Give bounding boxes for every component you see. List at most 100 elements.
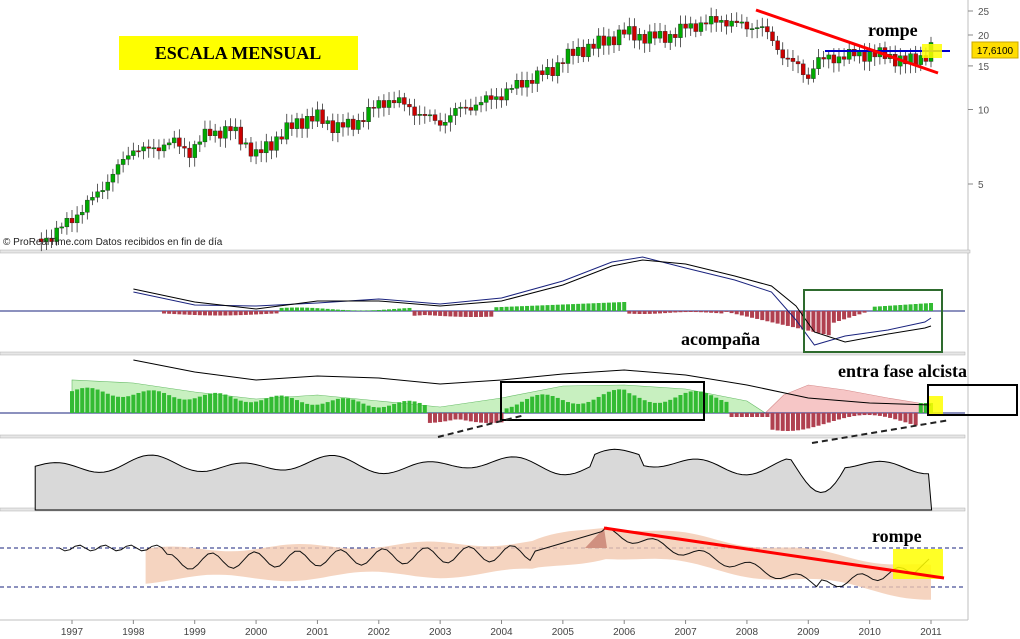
candle-body: [483, 95, 489, 103]
candle-body: [591, 43, 596, 49]
osc-bar: [289, 397, 294, 413]
osc-bar: [877, 413, 882, 416]
candle-body: [320, 109, 325, 124]
macd-bar: [826, 311, 831, 336]
macd-bar: [310, 307, 315, 311]
candle-body: [202, 128, 208, 143]
osc-bar: [433, 413, 438, 423]
macd-bar: [540, 305, 545, 311]
candle-body: [427, 114, 433, 117]
candle-body: [632, 26, 637, 41]
candle-body: [836, 56, 842, 64]
osc-bar: [330, 400, 335, 413]
osc-bar: [182, 399, 187, 413]
macd-bar: [673, 311, 678, 313]
candle-body: [862, 51, 867, 62]
osc-bar: [95, 389, 100, 413]
macd-bar: [407, 307, 412, 311]
osc-bar: [479, 413, 484, 423]
osc-histogram: [70, 387, 933, 431]
macd-bar: [770, 311, 775, 323]
osc-bar: [75, 389, 80, 413]
candle-body: [335, 122, 341, 134]
macd-bar: [847, 311, 852, 318]
osc-bar: [545, 394, 550, 413]
candle-body: [74, 214, 80, 224]
candle-body: [499, 96, 504, 101]
macd-bar: [565, 304, 570, 311]
macd-bar: [484, 311, 489, 317]
osc-bar: [898, 413, 903, 421]
osc-bar: [254, 401, 259, 413]
candle-body: [729, 20, 734, 27]
osc-bar: [381, 406, 386, 413]
macd-bar: [704, 311, 709, 313]
osc-bar: [80, 388, 85, 413]
candle-body: [545, 67, 550, 75]
osc-bar: [908, 413, 913, 424]
macd-bar: [882, 306, 887, 311]
osc-bar: [821, 413, 826, 425]
candle-body: [136, 150, 141, 153]
osc-bar: [238, 400, 243, 413]
osc-bar: [387, 405, 392, 413]
macd-bar: [315, 308, 320, 311]
macd-bar: [857, 311, 862, 315]
macd-bar: [182, 311, 187, 315]
candle-body: [69, 218, 75, 224]
osc-bar: [519, 401, 524, 413]
gray-indicator: [34, 448, 933, 511]
osc-bar: [719, 400, 724, 413]
macd-line: [133, 256, 932, 346]
candle-body: [509, 88, 514, 90]
osc-bar: [765, 413, 770, 417]
macd-bar: [504, 306, 509, 311]
candle-body: [448, 115, 453, 123]
candle-body: [688, 23, 693, 29]
osc-bar: [652, 402, 657, 413]
osc-bar: [724, 401, 729, 413]
candle-body: [795, 61, 801, 65]
candle-body: [177, 137, 182, 147]
candle-body: [519, 80, 525, 88]
candle-body: [647, 31, 652, 44]
macd-bar: [381, 309, 386, 311]
osc-bar: [555, 397, 560, 413]
candle-body: [596, 35, 601, 49]
macd-bar: [775, 311, 780, 324]
candle-body: [269, 141, 274, 151]
candle-body: [345, 118, 351, 128]
candle-body: [662, 31, 668, 43]
x-tick-label: 2007: [674, 627, 697, 638]
macd-bar: [427, 311, 432, 316]
macd-bar: [647, 311, 652, 314]
osc-bar: [346, 398, 351, 413]
x-tick-label: 2011: [920, 627, 942, 638]
osc-bar: [85, 387, 90, 413]
candle-body: [489, 95, 494, 100]
osc-bar: [632, 395, 637, 413]
candle-body: [524, 80, 530, 88]
candle-body: [218, 130, 223, 139]
candle-body: [330, 120, 335, 134]
macd-bar: [387, 309, 392, 311]
macd-bar: [187, 311, 192, 315]
osc-bar: [790, 413, 795, 431]
x-tick-label: 1998: [122, 627, 145, 638]
macd-bar: [576, 303, 581, 311]
candle-body: [371, 107, 376, 109]
candle-body: [172, 137, 177, 144]
candle-body: [627, 26, 632, 35]
candle-body: [54, 227, 59, 242]
osc-bar: [801, 413, 806, 430]
panel-separator: [0, 434, 966, 439]
macd-bar: [852, 311, 857, 316]
osc-bar: [351, 399, 356, 413]
candle-body: [156, 147, 162, 152]
macd-bar: [479, 311, 484, 317]
candle-body: [642, 34, 647, 44]
osc-bar: [156, 391, 161, 413]
osc-bar: [356, 401, 361, 413]
x-tick-label: 2003: [429, 627, 452, 638]
price-axis: 25 20 15 10 5: [968, 7, 990, 191]
